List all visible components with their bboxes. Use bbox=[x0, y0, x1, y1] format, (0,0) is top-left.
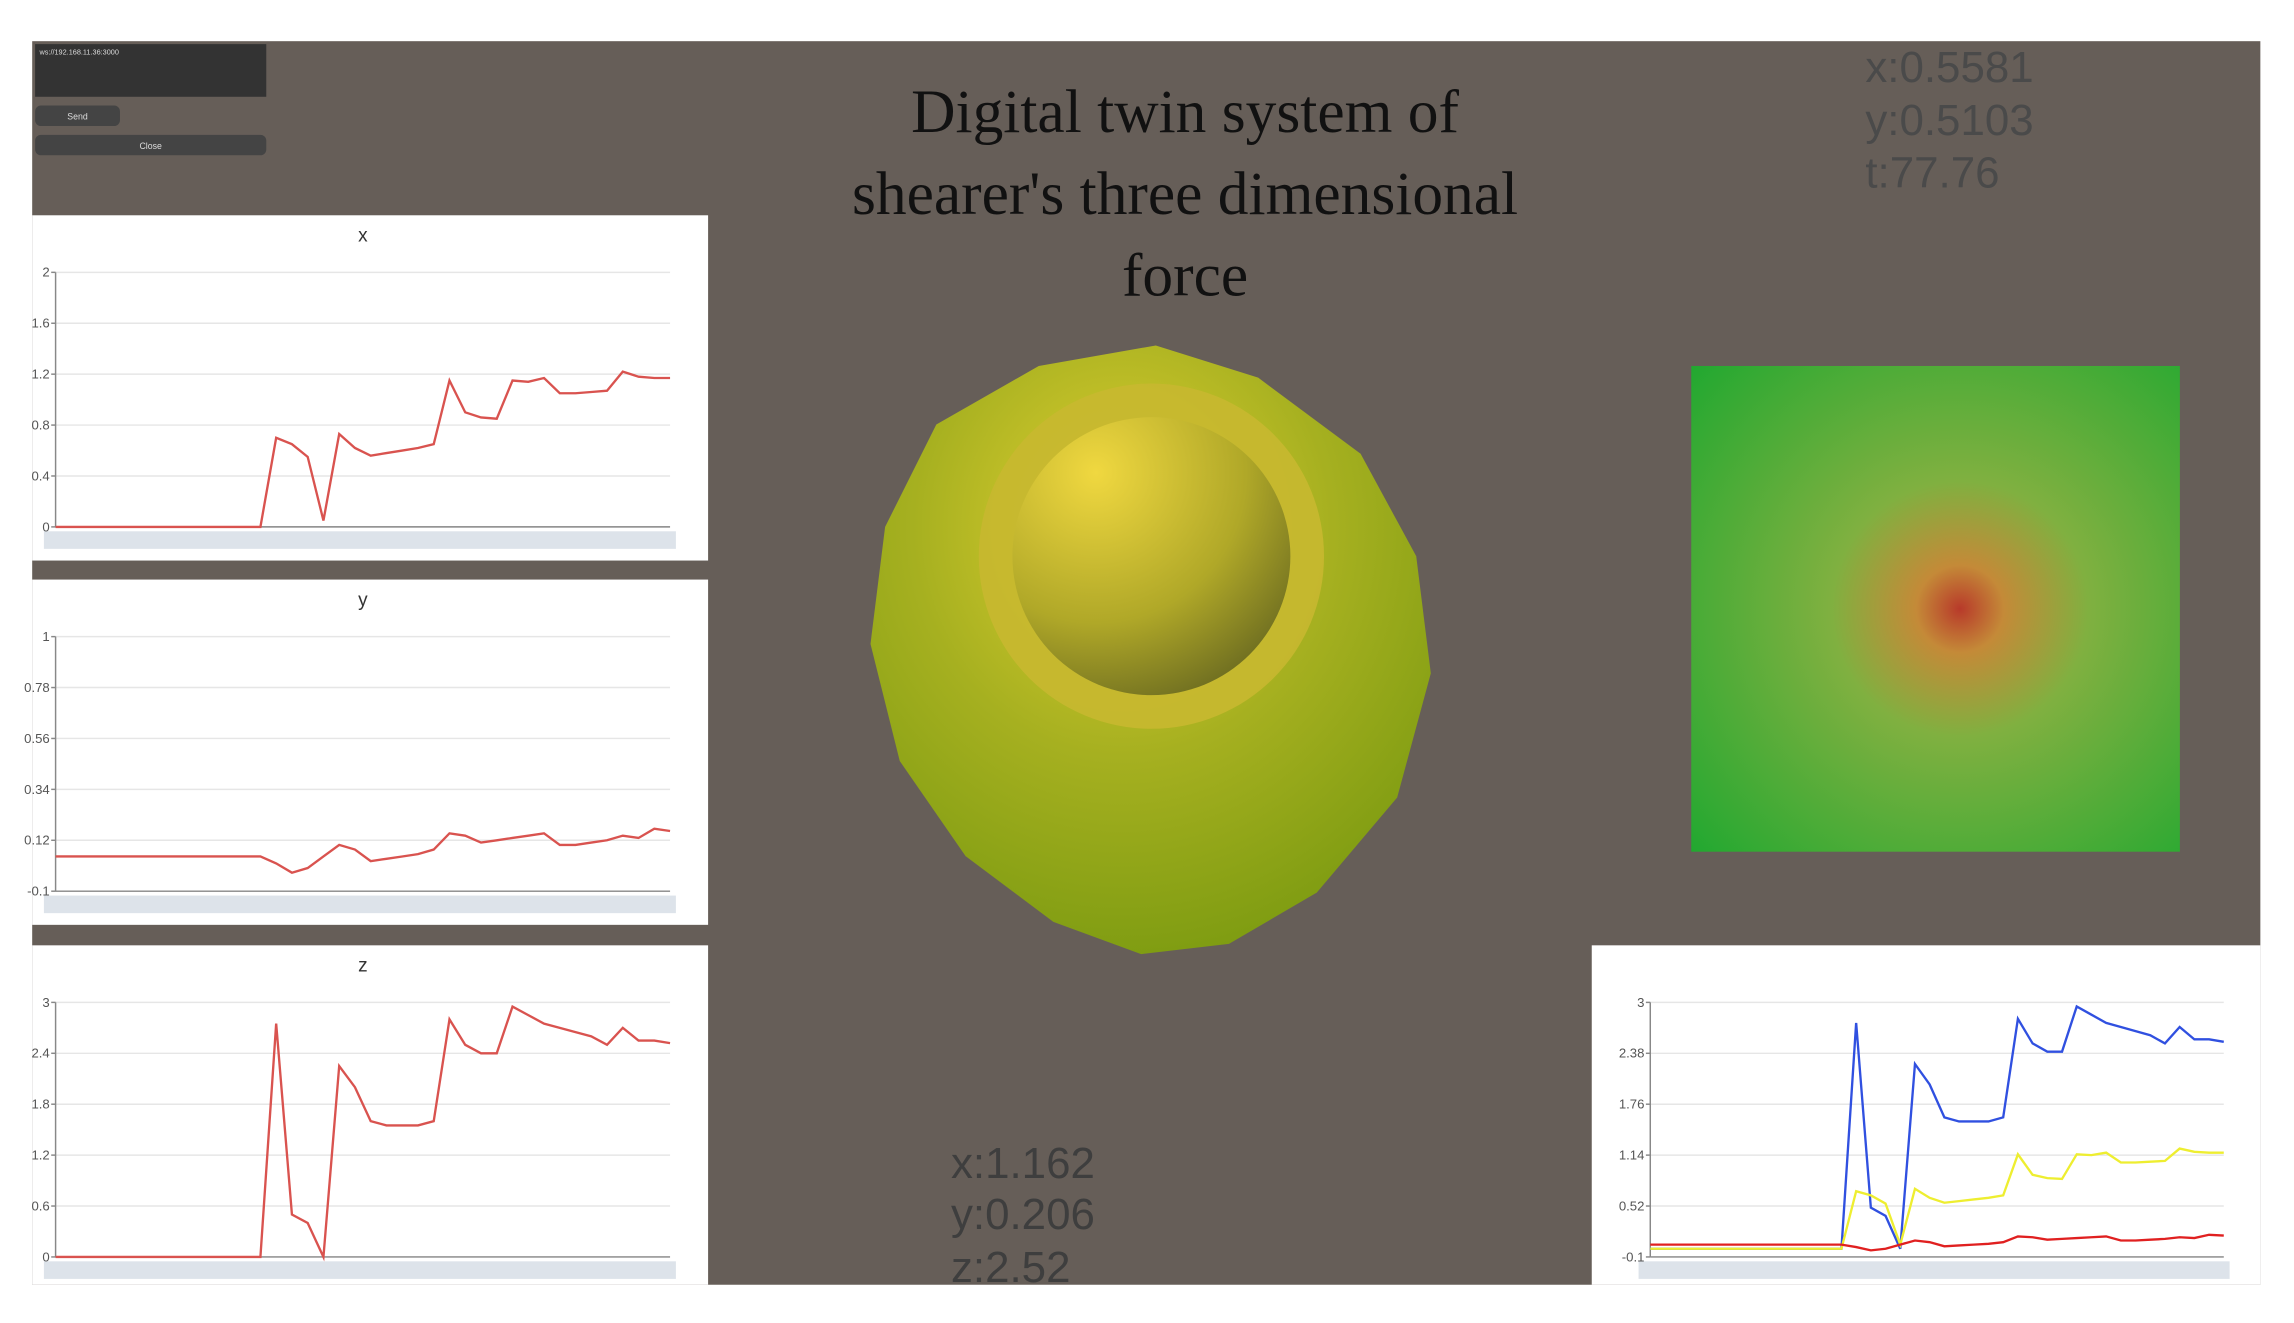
y-tick-label: 0.4 bbox=[31, 468, 49, 483]
y-tick-label: 1.14 bbox=[1619, 1148, 1645, 1163]
data-line bbox=[55, 1004, 671, 1262]
y-tick-label: 0.8 bbox=[31, 417, 49, 432]
navigator bbox=[43, 1261, 676, 1279]
navigator bbox=[43, 531, 676, 549]
y-tick-label: 0.52 bbox=[1619, 1198, 1645, 1213]
y-tick-label: 0.56 bbox=[24, 731, 50, 746]
y-tick-label: 1.6 bbox=[31, 316, 49, 331]
title-line: force bbox=[1122, 242, 1248, 310]
y-tick-label: 1.2 bbox=[31, 367, 49, 382]
chart-title: z bbox=[358, 956, 367, 977]
chart-title: y bbox=[358, 590, 368, 611]
readout: y:0.5103 bbox=[1865, 96, 2033, 145]
chart-panel bbox=[1591, 945, 2261, 1285]
data-line bbox=[1650, 1147, 2224, 1250]
y-tick-label: 1 bbox=[42, 629, 49, 644]
navigator bbox=[43, 895, 676, 914]
address-text: ws://192.168.11.36:3000 bbox=[39, 47, 119, 56]
heatmap bbox=[1691, 365, 2180, 852]
y-tick-label: 2.4 bbox=[31, 1046, 49, 1061]
send-label: Send bbox=[67, 112, 88, 122]
data-line bbox=[55, 370, 671, 529]
address-input[interactable] bbox=[35, 44, 267, 97]
readout: y:0.206 bbox=[951, 1190, 1095, 1239]
y-tick-label: 2 bbox=[42, 265, 49, 280]
chart-panel bbox=[32, 579, 709, 925]
y-tick-label: 0 bbox=[42, 1249, 49, 1264]
force-sphere bbox=[870, 345, 1431, 955]
y-tick-label: 2.38 bbox=[1619, 1046, 1645, 1061]
chart-panel bbox=[32, 945, 709, 1285]
y-tick-label: 0.34 bbox=[24, 782, 50, 797]
y-tick-label: 3 bbox=[1637, 995, 1644, 1010]
y-tick-label: 1.76 bbox=[1619, 1097, 1645, 1112]
readout-top: x:0.5581 y:0.5103 t:77.76 bbox=[1865, 43, 2033, 197]
readout: t:77.76 bbox=[1865, 148, 1999, 197]
y-tick-label: 1.8 bbox=[31, 1097, 49, 1112]
y-tick-label: 0.6 bbox=[31, 1198, 49, 1213]
data-line bbox=[55, 827, 671, 874]
y-tick-label: 0.12 bbox=[24, 833, 50, 848]
readout: x:0.5581 bbox=[1865, 43, 2033, 92]
chart-title: x bbox=[358, 226, 368, 247]
y-tick-label: 3 bbox=[42, 995, 49, 1010]
readout: z:2.52 bbox=[951, 1243, 1071, 1292]
close-button[interactable] bbox=[35, 134, 267, 156]
readout-bottom: x:1.162 y:0.206 z:2.52 bbox=[951, 1139, 1095, 1292]
data-line bbox=[1650, 1233, 2224, 1252]
send-button[interactable] bbox=[35, 105, 120, 127]
title-line: shearer's three dimensional bbox=[852, 160, 1518, 228]
close-label: Close bbox=[139, 141, 162, 151]
y-tick-label: 0 bbox=[42, 519, 49, 534]
y-tick-label: -0.1 bbox=[1622, 1249, 1645, 1264]
y-tick-label: -0.1 bbox=[27, 884, 50, 899]
y-tick-label: 1.2 bbox=[31, 1148, 49, 1163]
title: Digital twin system of shearer's three d… bbox=[852, 78, 1518, 310]
navigator bbox=[1638, 1261, 2230, 1279]
readout: x:1.162 bbox=[951, 1139, 1095, 1188]
chart-panel bbox=[32, 215, 709, 561]
y-tick-label: 0.78 bbox=[24, 680, 50, 695]
title-line: Digital twin system of bbox=[911, 78, 1459, 146]
